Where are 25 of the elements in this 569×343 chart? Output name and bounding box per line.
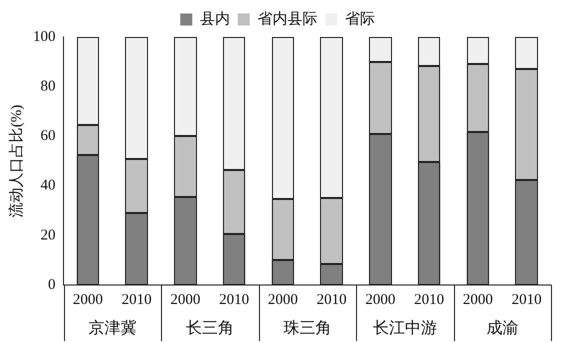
y-tick-label: 80: [40, 78, 56, 95]
legend-label: 县内: [200, 10, 230, 28]
legend-label: 省内县际: [257, 10, 318, 28]
y-tick-label: 0: [48, 276, 56, 293]
x-tick-label: 2000: [365, 292, 396, 308]
legend-label: 省际: [344, 10, 375, 28]
text: 长三角: [186, 319, 234, 338]
x-tick-label: 2000: [462, 292, 493, 308]
x-tick-label: 2010: [512, 292, 542, 308]
y-axis-title: 流动人口占比(%): [8, 104, 25, 218]
text: 珠三角: [283, 319, 332, 338]
y-tick-label: 60: [40, 128, 56, 144]
x-tick-label: 2010: [316, 292, 347, 308]
text: 长江中游: [372, 319, 437, 338]
x-tick-label: 2000: [268, 292, 298, 308]
x-tick-label: 2000: [72, 292, 103, 308]
text: 京津冀: [88, 319, 136, 338]
text: 成渝: [486, 319, 518, 338]
y-tick-label: 40: [40, 178, 56, 194]
x-tick-label: 2010: [219, 292, 250, 308]
x-tick-label: 2010: [122, 292, 152, 308]
y-tick-label: 100: [33, 28, 56, 45]
x-tick-label: 2000: [170, 292, 200, 308]
x-tick-label: 2010: [414, 292, 444, 308]
y-tick-label: 20: [40, 227, 56, 244]
